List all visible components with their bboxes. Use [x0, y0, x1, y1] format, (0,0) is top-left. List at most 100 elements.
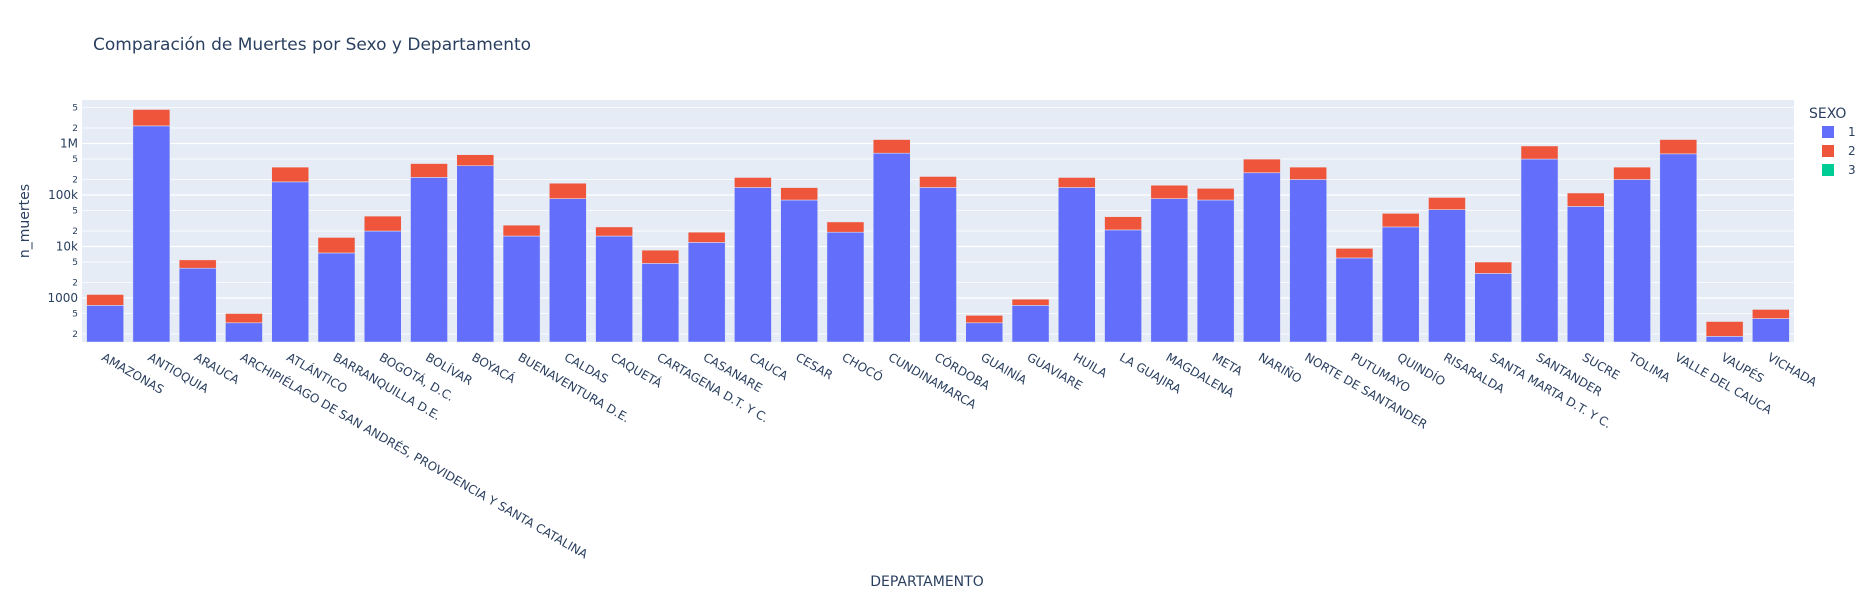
bar-segment: [1567, 206, 1604, 342]
y-axis-title: n_muertes: [17, 184, 33, 258]
y-tick-label: 1M: [60, 137, 78, 151]
legend-items: 1 2 3: [1822, 125, 1856, 177]
bar-segment: [503, 225, 540, 236]
x-axis-title: DEPARTAMENTO: [870, 574, 983, 590]
legend-title: SEXO: [1809, 106, 1846, 122]
bar-segment: [1012, 299, 1049, 305]
y-tick-label: 100k: [48, 188, 78, 202]
x-tick-label: META: [1210, 350, 1246, 379]
legend-swatch: [1822, 145, 1834, 157]
bar-segment: [919, 187, 956, 342]
legend-label: 1: [1848, 125, 1856, 139]
x-tick-label: CESAR: [793, 350, 835, 382]
bar-segment: [827, 232, 864, 342]
x-tick-label: CAQUETÁ: [608, 349, 665, 391]
y-tick-label: 5: [72, 310, 78, 320]
bar-segment: [873, 153, 910, 342]
bar-segment: [411, 163, 448, 177]
chart-title: Comparación de Muertes por Sexo y Depart…: [93, 35, 531, 55]
x-tick-label: CHOCÓ: [840, 349, 886, 384]
bar-segment: [411, 177, 448, 342]
y-tick-label: 10k: [56, 240, 78, 254]
y-tick-label: 2: [72, 330, 78, 340]
bar-segment: [1428, 210, 1465, 342]
bar-segment: [1382, 213, 1419, 227]
bar-segment: [1428, 197, 1465, 209]
bar-segment: [457, 155, 494, 166]
bar-segment: [688, 232, 725, 242]
bar-segment: [1012, 305, 1049, 342]
x-tick-label: TOLIMA: [1625, 350, 1673, 386]
y-tick-label: 2: [72, 279, 78, 289]
bar-segment: [1290, 180, 1327, 342]
bar-segment: [1243, 159, 1280, 173]
bar-segment: [919, 176, 956, 187]
bar-segment: [272, 182, 309, 342]
bar-segment: [1660, 154, 1697, 342]
bar-segment: [642, 263, 679, 342]
bar-segment: [1197, 200, 1234, 342]
bar-segment: [1614, 167, 1651, 180]
bar-segment: [1706, 322, 1743, 337]
bar-segment: [318, 237, 355, 253]
bar-segment: [364, 231, 401, 342]
y-tick-label: 2: [72, 227, 78, 237]
bar-segment: [966, 315, 1003, 322]
bar-segment: [1752, 309, 1789, 318]
y-tick-label: 1000: [47, 291, 78, 305]
bar-segment: [596, 227, 633, 236]
bar-segment: [1521, 159, 1558, 342]
bar-segment: [734, 187, 771, 342]
bar-segment: [1475, 262, 1512, 273]
x-tick-label: NARIÑO: [1256, 349, 1305, 386]
bar-segment: [1382, 227, 1419, 342]
bar-segment: [1614, 180, 1651, 342]
bar-segment: [318, 253, 355, 342]
bar-segment: [549, 199, 586, 342]
bar-segment: [873, 139, 910, 153]
y-tick-label: 5: [72, 258, 78, 268]
legend-swatch: [1822, 164, 1834, 176]
x-tick-label: VICHADA: [1765, 350, 1820, 390]
bar-segment: [1197, 188, 1234, 200]
bar-segment: [503, 236, 540, 342]
legend-swatch: [1822, 126, 1834, 138]
legend-label: 2: [1848, 144, 1856, 158]
y-tick-label: 5: [72, 155, 78, 165]
y-tick-label: 5: [72, 207, 78, 217]
bar-segment: [87, 305, 124, 342]
bar-segment: [457, 166, 494, 342]
bar-segment: [133, 109, 170, 125]
y-tick-label: 5: [72, 104, 78, 114]
bar-segment: [225, 323, 262, 342]
bar-segment: [1660, 139, 1697, 153]
bar-segment: [1706, 336, 1743, 342]
bar-segment: [1336, 258, 1373, 342]
bar-segment: [1105, 230, 1142, 342]
bar-segment: [179, 260, 216, 268]
bar-segment: [1058, 187, 1095, 342]
bar-segment: [225, 314, 262, 323]
bar-segment: [1752, 319, 1789, 342]
bar-segment: [966, 323, 1003, 342]
bar-segment: [1151, 185, 1188, 198]
legend: SEXO 1 2 3: [1809, 106, 1856, 177]
bar-segment: [1290, 167, 1327, 180]
bar-segment: [734, 177, 771, 187]
bar-segment: [596, 236, 633, 342]
bar-segment: [1336, 248, 1373, 258]
bar-segment: [1058, 177, 1095, 187]
bar-segment: [1243, 173, 1280, 342]
bar-segment: [688, 242, 725, 342]
bar-segment: [1475, 273, 1512, 342]
bar-segment: [1567, 193, 1604, 207]
bar-segment: [87, 295, 124, 306]
legend-label: 3: [1848, 163, 1856, 177]
bar-segment: [549, 183, 586, 199]
bar-segment: [781, 200, 818, 342]
bar-segment: [272, 167, 309, 182]
